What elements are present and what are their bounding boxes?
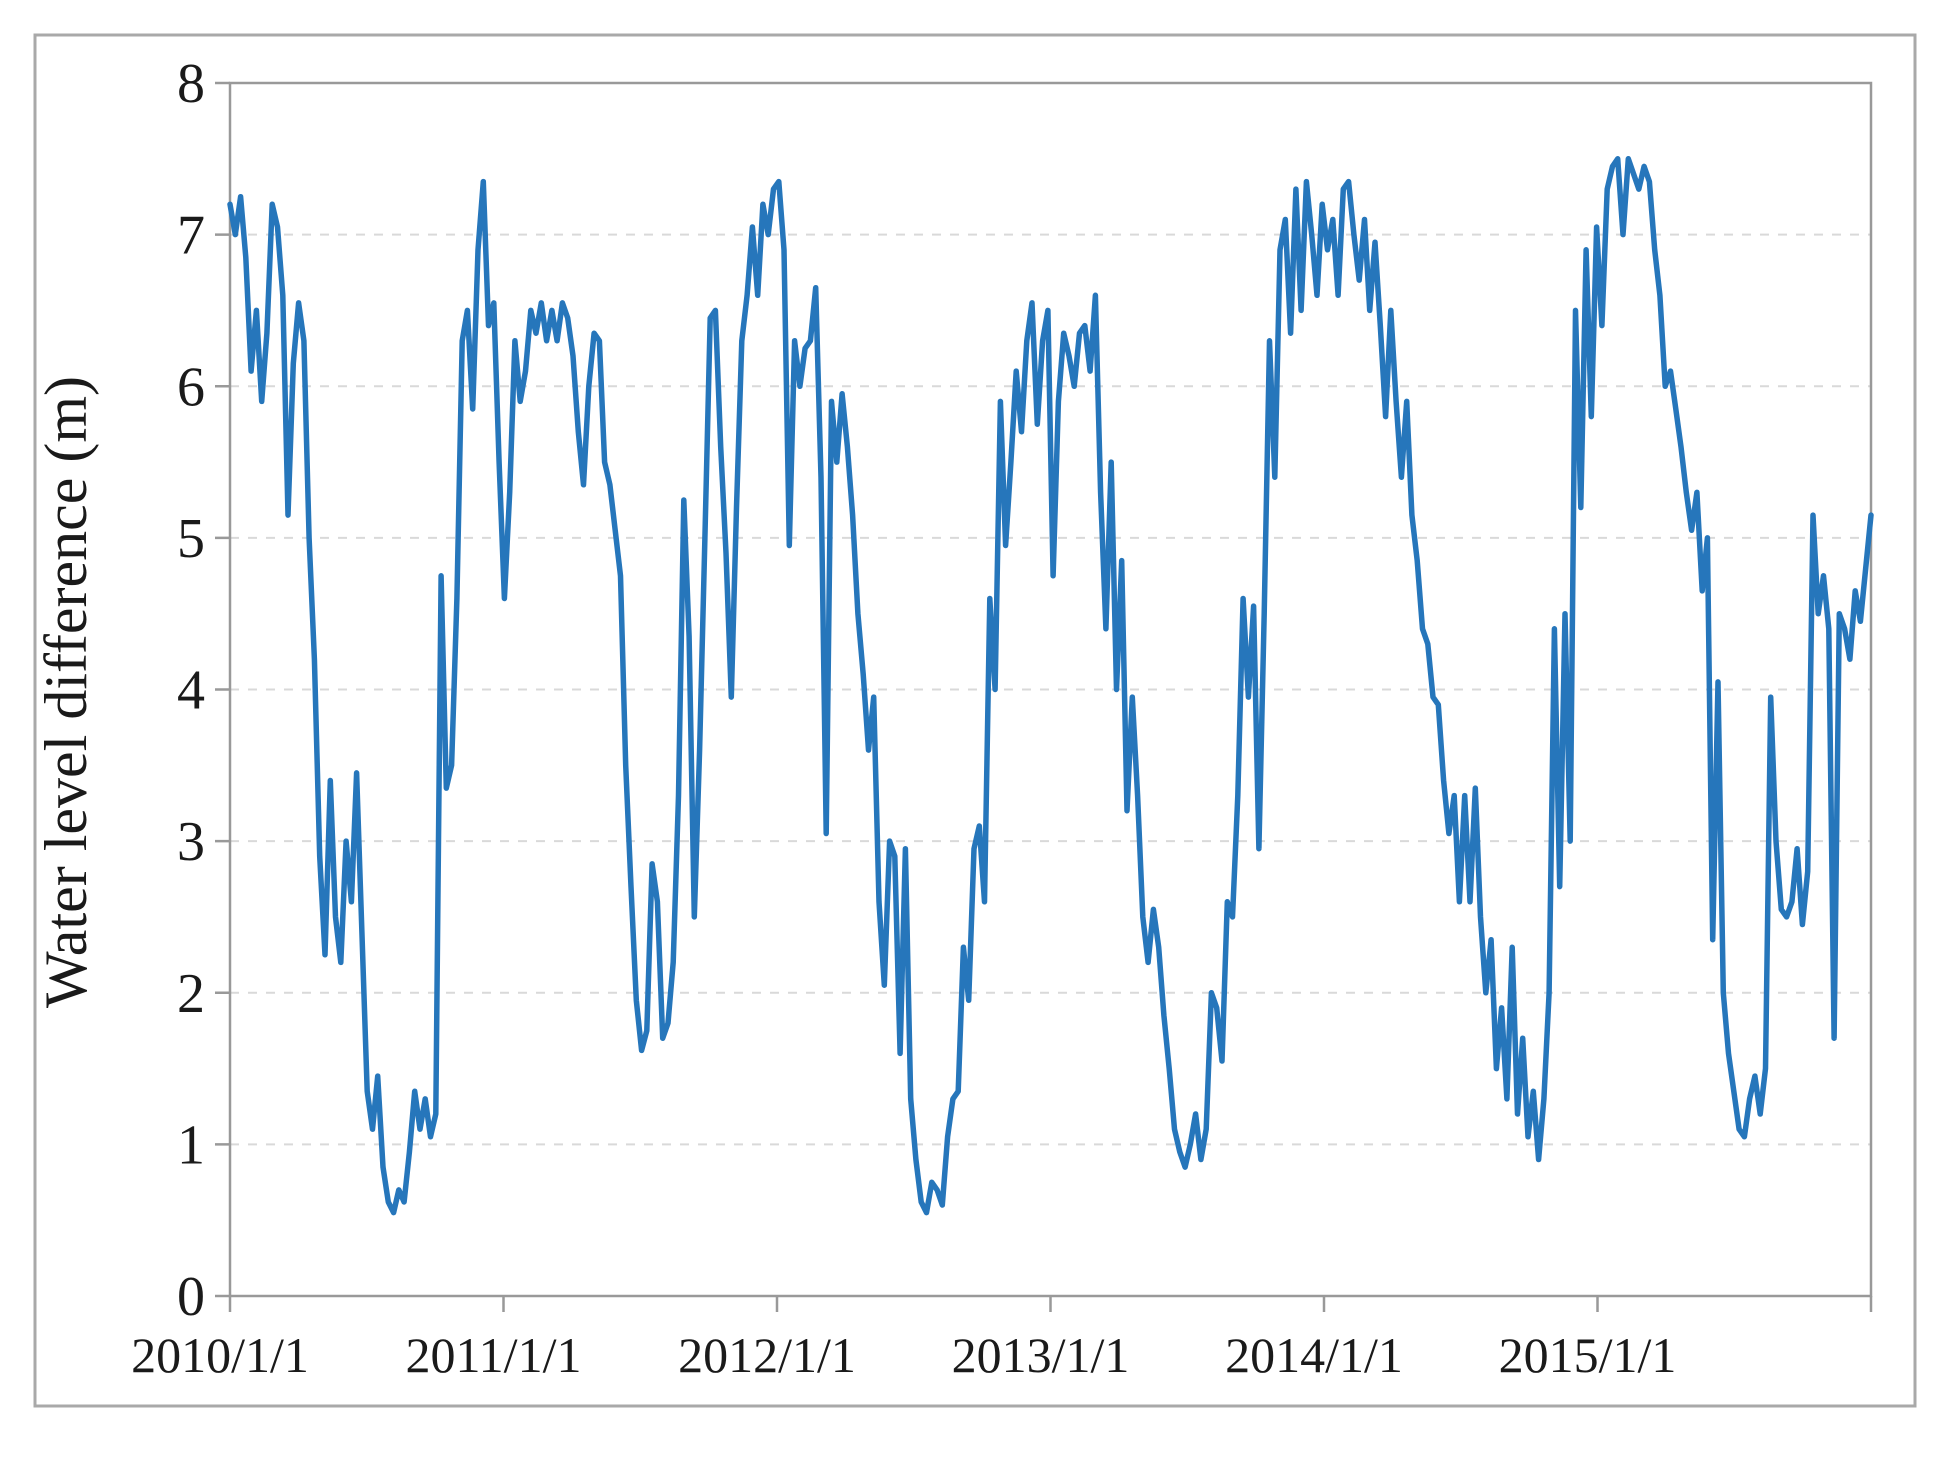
x-axis-tick-label: 2014/1/1 xyxy=(1225,1327,1403,1383)
y-axis-tick-label: 7 xyxy=(177,205,205,267)
y-axis-tick-label: 8 xyxy=(177,53,205,115)
data-line xyxy=(227,156,1874,1216)
y-axis-tick-label: 5 xyxy=(177,508,205,570)
y-axis-tick-label: 2 xyxy=(177,963,205,1025)
x-axis-tick-label: 2011/1/1 xyxy=(406,1327,582,1383)
x-axis-tick-label: 2012/1/1 xyxy=(678,1327,856,1383)
figure-border xyxy=(33,33,1917,1408)
x-axis-tick-label: 2015/1/1 xyxy=(1499,1327,1677,1383)
y-axis-tick-label: 1 xyxy=(177,1114,205,1176)
y-axis-tick-label: 6 xyxy=(177,356,205,418)
x-axis-tick-label: 2013/1/1 xyxy=(952,1327,1130,1383)
y-axis-tick-labels: 0 1 2 3 4 5 6 7 8 xyxy=(177,53,205,1328)
y-axis-tick-label: 0 xyxy=(177,1266,205,1328)
y-axis-title: Water level difference (m) xyxy=(33,376,99,1008)
axis-ticks xyxy=(215,81,1873,1312)
data-series xyxy=(227,156,1874,1216)
x-axis-tick-label: 2010/1/1 xyxy=(131,1327,309,1383)
y-axis-tick-label: 3 xyxy=(177,811,205,873)
x-axis-tick-labels: 2010/1/1 2011/1/1 2012/1/1 2013/1/1 2014/1/1… xyxy=(131,1327,1676,1383)
y-axis-tick-label: 4 xyxy=(177,660,205,722)
